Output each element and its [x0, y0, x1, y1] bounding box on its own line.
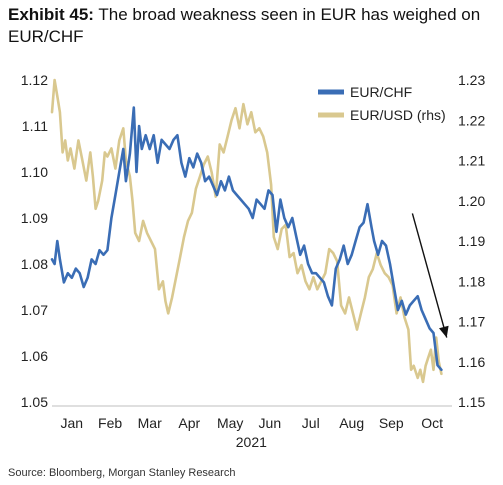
left-tick-label: 1.08 — [21, 256, 48, 272]
series-line-eurchf — [50, 106, 443, 372]
x-tick-label: Apr — [178, 415, 200, 431]
left-tick-label: 1.05 — [21, 394, 48, 410]
left-tick-label: 1.09 — [21, 210, 48, 226]
x-tick-label: Aug — [339, 415, 364, 431]
x-axis: Jan Feb Mar Apr May Jun Jul Aug Sep Oct — [61, 415, 444, 431]
left-axis: 1.05 1.06 1.07 1.08 1.09 1.10 1.11 1.12 — [21, 72, 48, 410]
x-tick-label: Jun — [259, 415, 282, 431]
right-tick-label: 1.23 — [458, 72, 485, 88]
chart-title: Exhibit 45: The broad weakness seen in E… — [8, 4, 498, 48]
x-tick-label: Feb — [98, 415, 122, 431]
series-group — [50, 78, 443, 384]
source-note: Source: Bloomberg, Morgan Stanley Resear… — [8, 467, 236, 479]
right-axis: 1.15 1.16 1.17 1.18 1.19 1.20 1.21 1.22 1.23 — [458, 72, 485, 410]
right-tick-label: 1.19 — [458, 233, 485, 249]
left-tick-label: 1.11 — [22, 118, 48, 134]
trend-arrow — [411, 213, 449, 338]
left-tick-label: 1.10 — [21, 164, 48, 180]
left-tick-label: 1.06 — [21, 348, 48, 364]
x-tick-label: May — [217, 415, 243, 431]
series-line-eurusd — [50, 78, 443, 384]
right-tick-label: 1.16 — [458, 354, 485, 370]
x-tick-label: Oct — [421, 415, 443, 431]
x-tick-label: Jul — [302, 415, 320, 431]
right-tick-label: 1.20 — [458, 193, 485, 209]
arrow-head — [439, 325, 449, 338]
exhibit-label: Exhibit 45: — [8, 5, 94, 24]
left-tick-label: 1.07 — [21, 302, 48, 318]
right-tick-label: 1.21 — [458, 153, 485, 169]
legend: EUR/CHF EUR/USD (rhs) — [318, 84, 446, 123]
arrow-shaft — [411, 213, 448, 338]
x-axis-year-label: 2021 — [236, 434, 267, 450]
right-tick-label: 1.15 — [458, 394, 485, 410]
x-tick-label: Mar — [138, 415, 162, 431]
x-tick-label: Sep — [379, 415, 404, 431]
title-text: The broad weakness seen in EUR has weigh… — [8, 5, 481, 46]
legend-label-eurusd: EUR/USD (rhs) — [350, 107, 446, 123]
legend-label-eurchf: EUR/CHF — [350, 84, 412, 100]
right-tick-label: 1.22 — [458, 112, 485, 128]
left-tick-label: 1.12 — [21, 72, 48, 88]
right-tick-label: 1.18 — [458, 273, 485, 289]
x-tick-label: Jan — [61, 415, 84, 431]
right-tick-label: 1.17 — [458, 314, 485, 330]
